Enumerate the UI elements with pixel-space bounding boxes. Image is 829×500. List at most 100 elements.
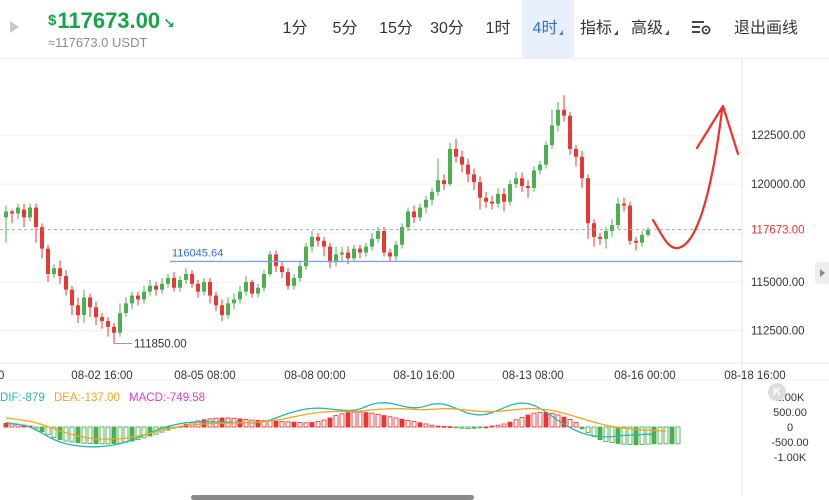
macd-y-tick-label: 0 — [787, 422, 793, 434]
macd-histogram-bar — [675, 426, 681, 445]
candle-body — [76, 305, 80, 316]
timeframe-1m[interactable]: 1分 — [279, 0, 311, 58]
candle-body — [88, 297, 92, 308]
candle-body — [136, 295, 140, 300]
candle-body — [574, 148, 578, 157]
macd-histogram-bar — [603, 426, 609, 442]
timeframe-4h[interactable]: 4时 — [522, 0, 574, 58]
macd-histogram-bar — [471, 426, 477, 429]
macd-histogram-bar — [111, 426, 117, 444]
macd-histogram-bar — [279, 421, 285, 428]
exit-drawing-button[interactable]: 退出画线 — [730, 0, 802, 58]
macd-histogram-bar — [207, 418, 213, 428]
candle — [4, 205, 8, 243]
horizontal-scrollbar-icon[interactable] — [191, 495, 474, 500]
candle — [526, 180, 530, 198]
drawn-arrowhead — [695, 104, 740, 156]
candle-body — [208, 281, 212, 296]
x-tick-label: 08-18 16:00 — [724, 370, 785, 382]
advanced-button[interactable]: 高级 — [628, 0, 672, 58]
candle — [328, 242, 332, 269]
candle-body — [412, 211, 416, 218]
candle-body — [292, 277, 296, 286]
macd-histogram-bar — [75, 426, 81, 444]
candle-body — [118, 313, 122, 333]
macd-histogram-bar — [483, 426, 489, 429]
candle-body — [190, 274, 194, 284]
candle-body — [586, 178, 590, 224]
timeframe-30m[interactable]: 30分 — [425, 0, 469, 58]
macd-y-tick-label: 500.00 — [773, 407, 807, 419]
candle-body — [550, 125, 554, 146]
candle — [370, 232, 374, 251]
candle — [10, 209, 14, 224]
macd-histogram-bar — [513, 419, 519, 428]
candle — [262, 270, 266, 292]
candle — [178, 275, 182, 292]
candle-body — [640, 234, 644, 243]
right-arrow-icon[interactable] — [815, 262, 829, 284]
candle-body — [358, 248, 362, 253]
candle-body — [280, 266, 284, 273]
timeframe-15m[interactable]: 15分 — [375, 0, 417, 58]
candle-body — [556, 109, 560, 126]
macd-histogram-bar — [381, 415, 387, 428]
macd-histogram-bar — [51, 426, 57, 438]
candle-body — [490, 201, 494, 204]
candle — [544, 141, 548, 169]
candlestick-chart[interactable]: 117673.00116045.64124545.60111850.001225… — [0, 58, 829, 495]
candle-body — [340, 252, 344, 255]
candle — [88, 293, 92, 318]
candle — [646, 227, 650, 237]
macd-histogram-bar — [573, 422, 579, 428]
macd-histogram-bar — [537, 411, 543, 428]
candle-body — [52, 268, 56, 275]
current-price-tag: 117673.00 — [751, 225, 805, 237]
x-tick-label: 00:00 — [0, 370, 4, 382]
macd-histogram-bar — [663, 426, 669, 445]
candle-body — [598, 236, 602, 239]
candle-body — [178, 279, 182, 288]
macd-histogram-bar — [657, 426, 663, 445]
candle — [322, 236, 326, 257]
macd-histogram-bar — [363, 412, 369, 428]
macd-y-tick-label: -500.00 — [771, 437, 808, 449]
candle-body — [436, 180, 440, 192]
candle-body — [610, 225, 614, 232]
timeframe-5m[interactable]: 5分 — [327, 0, 363, 58]
candle-body — [106, 320, 110, 327]
candle-body — [424, 199, 428, 208]
candle — [460, 150, 464, 173]
candle — [136, 291, 140, 306]
candle — [172, 272, 176, 292]
timeframe-1h[interactable]: 1时 — [480, 0, 516, 58]
current-price: $117673.00 ↘ — [48, 8, 175, 34]
candle — [310, 231, 314, 253]
candle — [52, 264, 56, 278]
macd-histogram-bar — [303, 422, 309, 428]
candle-body — [454, 148, 458, 157]
play-icon[interactable] — [10, 21, 19, 33]
candle — [268, 250, 272, 276]
candle — [64, 270, 68, 296]
candle — [256, 283, 260, 298]
candle — [208, 277, 212, 304]
macd-histogram-bar — [477, 426, 483, 429]
k-badge[interactable]: K — [768, 383, 786, 401]
x-tick-label: 08-05 08:00 — [174, 370, 235, 382]
candle-body — [196, 283, 200, 292]
x-tick-label: 08-10 16:00 — [393, 370, 454, 382]
macd-histogram-bar — [411, 421, 417, 428]
candle — [280, 262, 284, 278]
candle-body — [148, 285, 152, 292]
candle-body — [58, 268, 62, 276]
macd-histogram-bar — [423, 423, 429, 428]
macd-histogram-bar — [297, 422, 303, 428]
macd-histogram-bar — [261, 420, 267, 428]
candle — [70, 285, 74, 316]
chart-settings-button[interactable] — [686, 0, 716, 58]
candle — [214, 291, 218, 312]
indicators-button[interactable]: 指标 — [578, 0, 620, 58]
candle-body — [166, 277, 170, 284]
candle — [304, 242, 308, 271]
